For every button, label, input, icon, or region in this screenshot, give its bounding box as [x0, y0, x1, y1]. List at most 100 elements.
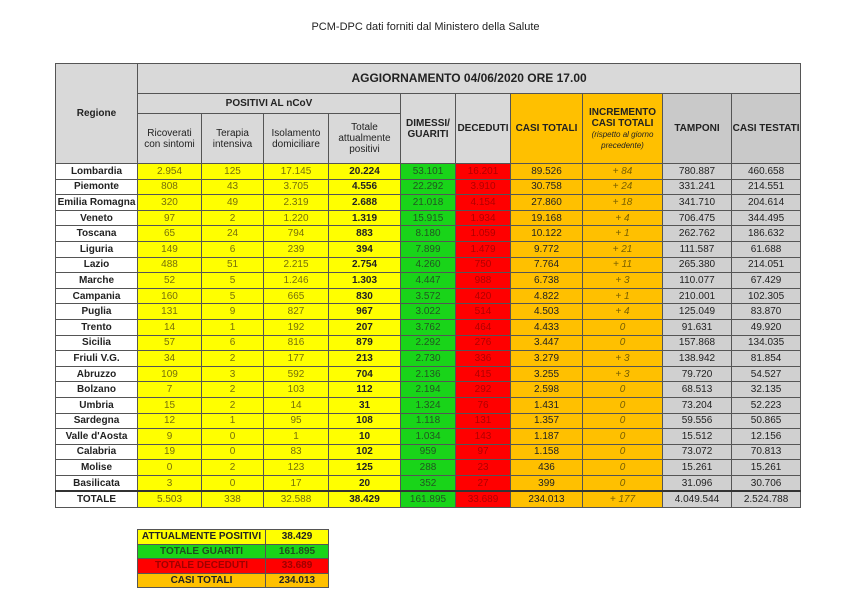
cell-dimessi: 959 [400, 443, 456, 461]
cell-terapia: 2 [201, 396, 264, 414]
cell-terapia: 2 [201, 350, 264, 367]
cell-tamponi: 68.513 [662, 381, 732, 398]
cell-totale-positivi: 38.429 [328, 490, 401, 509]
caption: PCM-DPC dati forniti dal Ministero della… [311, 21, 540, 33]
cell-casi-testati: 344.495 [730, 209, 802, 227]
cell-totale-positivi: 213 [328, 350, 401, 367]
cell-totale-positivi: 20 [328, 474, 401, 492]
cell-isolamento: 816 [263, 334, 329, 352]
cell-incremento: 0 [582, 474, 663, 492]
cell-casi-testati: 12.156 [730, 428, 802, 445]
cell-incremento: + 3 [582, 272, 663, 289]
cell-totale-positivi: 830 [328, 287, 401, 305]
cell-regione: Puglia [55, 303, 138, 320]
cell-ricoverati: 34 [137, 350, 202, 367]
cell-tamponi: 265.380 [662, 256, 732, 274]
cell-isolamento: 827 [263, 303, 329, 320]
cell-totale-positivi: 2.688 [328, 194, 401, 211]
cell-dimessi: 8.180 [400, 225, 456, 242]
cell-casi-testati: 15.261 [730, 459, 802, 476]
cell-casi-testati: 460.658 [730, 163, 802, 180]
cell-deceduti: 27 [455, 474, 511, 492]
cell-terapia: 1 [201, 412, 264, 430]
cell-ricoverati: 320 [137, 194, 202, 211]
cell-regione: Lazio [55, 256, 138, 274]
cell-incremento: 0 [582, 381, 663, 398]
cell-terapia: 5 [201, 287, 264, 305]
table-row: Liguria 149 6 239 394 7.899 1.479 9.772 + 21 111.… [55, 240, 802, 258]
cell-deceduti: 143 [455, 428, 511, 445]
cell-deceduti: 514 [455, 303, 511, 320]
cell-terapia: 2 [201, 459, 264, 476]
cell-incremento: + 4 [582, 303, 663, 320]
table-row: Sardegna 12 1 95 108 1.118 131 1.357 0 59.556 50.8… [55, 412, 802, 430]
cell-isolamento: 17 [263, 474, 329, 492]
summary-row: TOTALE DECEDUTI 33.689 [137, 558, 329, 574]
cell-deceduti: 276 [455, 334, 511, 352]
cell-incremento: 0 [582, 428, 663, 445]
cell-ricoverati: 12 [137, 412, 202, 430]
cell-terapia: 51 [201, 256, 264, 274]
cell-casi-totali: 2.598 [510, 381, 583, 398]
cell-casi-totali: 7.764 [510, 256, 583, 274]
cell-isolamento: 14 [263, 396, 329, 414]
cell-tamponi: 59.556 [662, 412, 732, 430]
cell-isolamento: 32.588 [263, 490, 329, 509]
header-deceduti: DECEDUTI [455, 93, 511, 164]
cell-dimessi: 161.895 [400, 490, 456, 509]
cell-terapia: 43 [201, 178, 264, 196]
cell-regione: Bolzano [55, 381, 138, 398]
cell-casi-testati: 2.524.788 [730, 490, 802, 509]
cell-isolamento: 2.319 [263, 194, 329, 211]
cell-isolamento: 1.246 [263, 272, 329, 289]
cell-regione: Campania [55, 287, 138, 305]
cell-tamponi: 73.072 [662, 443, 732, 461]
table-row: Campania 160 5 665 830 3.572 420 4.822 + 1 210.00… [55, 287, 802, 305]
cell-casi-totali: 234.013 [510, 490, 583, 509]
cell-casi-testati: 81.854 [730, 350, 802, 367]
cell-deceduti: 292 [455, 381, 511, 398]
cell-tamponi: 157.868 [662, 334, 732, 352]
summary-value: 38.429 [265, 529, 329, 545]
cell-deceduti: 16.201 [455, 163, 511, 180]
cell-totale-positivi: 31 [328, 396, 401, 414]
cell-regione: Veneto [55, 209, 138, 227]
cell-incremento: 0 [582, 412, 663, 430]
cell-tamponi: 210.001 [662, 287, 732, 305]
cell-isolamento: 17.145 [263, 163, 329, 180]
cell-regione: Molise [55, 459, 138, 476]
cell-ricoverati: 2.954 [137, 163, 202, 180]
cell-ricoverati: 7 [137, 381, 202, 398]
table-row: Molise 0 2 123 125 288 23 436 0 15.261 15.261 [55, 459, 802, 476]
cell-dimessi: 4.447 [400, 272, 456, 289]
cell-tamponi: 111.587 [662, 240, 732, 258]
cell-dimessi: 21.018 [400, 194, 456, 211]
table-row: Emilia Romagna 320 49 2.319 2.688 21.018 4.154… [55, 194, 802, 211]
cell-terapia: 2 [201, 209, 264, 227]
cell-tamponi: 15.261 [662, 459, 732, 476]
cell-isolamento: 192 [263, 318, 329, 336]
cell-deceduti: 420 [455, 287, 511, 305]
table-row: Puglia 131 9 827 967 3.022 514 4.503 + 4 125.049 8… [55, 303, 802, 320]
cell-regione: Sicilia [55, 334, 138, 352]
cell-tamponi: 331.241 [662, 178, 732, 196]
cell-dimessi: 288 [400, 459, 456, 476]
header-regione: Regione [55, 63, 138, 164]
cell-casi-testati: 30.706 [730, 474, 802, 492]
cell-totale-positivi: 207 [328, 318, 401, 336]
cell-regione: Liguria [55, 240, 138, 258]
cell-isolamento: 794 [263, 225, 329, 242]
cell-ricoverati: 131 [137, 303, 202, 320]
cell-totale-positivi: 879 [328, 334, 401, 352]
table-row: Abruzzo 109 3 592 704 2.136 415 3.255 + 3 79.720 5… [55, 365, 802, 383]
header-title: AGGIORNAMENTO 04/06/2020 ORE 17.00 [136, 63, 802, 94]
cell-regione: Valle d'Aosta [55, 428, 138, 445]
cell-incremento: + 1 [582, 287, 663, 305]
cell-incremento: + 1 [582, 225, 663, 242]
table-row: Basilicata 3 0 17 20 352 27 399 0 31.096 30.706 [55, 474, 802, 492]
table-row: Umbria 15 2 14 31 1.324 76 1.431 0 73.204 52.223 [55, 396, 802, 414]
cell-isolamento: 3.705 [263, 178, 329, 196]
cell-casi-totali: 9.772 [510, 240, 583, 258]
cell-terapia: 9 [201, 303, 264, 320]
cell-totale-positivi: 125 [328, 459, 401, 476]
